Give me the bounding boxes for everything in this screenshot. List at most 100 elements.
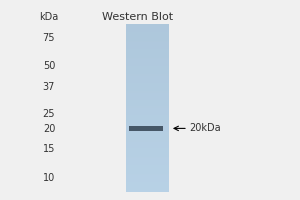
Bar: [125, 120, 169, 121]
Bar: [125, 56, 169, 58]
Bar: [125, 74, 169, 76]
Bar: [125, 108, 169, 110]
Bar: [125, 126, 169, 128]
Bar: [125, 118, 169, 120]
Bar: [125, 121, 169, 123]
Bar: [125, 27, 169, 29]
Bar: [125, 185, 169, 187]
Bar: [125, 101, 169, 103]
Bar: [125, 179, 169, 180]
Bar: [125, 145, 169, 147]
Bar: [125, 96, 169, 98]
Bar: [125, 66, 169, 68]
Bar: [125, 106, 169, 108]
Bar: [125, 48, 169, 49]
Bar: [125, 91, 169, 93]
Bar: [125, 167, 169, 168]
Bar: [125, 162, 169, 163]
Bar: [125, 78, 169, 79]
Bar: [125, 160, 169, 162]
Bar: [125, 189, 169, 190]
Bar: [125, 172, 169, 174]
Bar: [125, 158, 169, 160]
Bar: [125, 100, 169, 101]
Bar: [125, 69, 169, 71]
Bar: [125, 86, 169, 88]
Bar: [129, 126, 163, 131]
Bar: [125, 61, 169, 63]
Bar: [125, 190, 169, 192]
Title: Western Blot: Western Blot: [102, 12, 174, 22]
Bar: [125, 34, 169, 36]
Bar: [125, 105, 169, 106]
Bar: [125, 63, 169, 64]
Bar: [125, 24, 169, 26]
Bar: [125, 150, 169, 152]
Bar: [125, 64, 169, 66]
Bar: [125, 152, 169, 153]
Bar: [125, 135, 169, 137]
Bar: [125, 116, 169, 118]
Bar: [125, 163, 169, 165]
Bar: [125, 29, 169, 31]
Bar: [125, 133, 169, 135]
Bar: [125, 41, 169, 42]
Bar: [125, 175, 169, 177]
Bar: [125, 71, 169, 73]
Bar: [125, 31, 169, 32]
Bar: [125, 81, 169, 83]
Bar: [125, 165, 169, 167]
Bar: [125, 138, 169, 140]
Bar: [125, 54, 169, 56]
Bar: [125, 42, 169, 44]
Bar: [125, 32, 169, 34]
Bar: [125, 68, 169, 69]
Bar: [125, 53, 169, 54]
Bar: [125, 182, 169, 184]
Bar: [125, 157, 169, 158]
Bar: [125, 110, 169, 111]
Bar: [125, 177, 169, 179]
Bar: [125, 51, 169, 53]
Bar: [125, 95, 169, 96]
Bar: [125, 142, 169, 143]
Bar: [125, 170, 169, 172]
Bar: [125, 103, 169, 105]
Bar: [125, 153, 169, 155]
Bar: [125, 140, 169, 142]
Bar: [125, 168, 169, 170]
Bar: [125, 36, 169, 37]
Bar: [125, 46, 169, 48]
Bar: [125, 180, 169, 182]
Bar: [125, 39, 169, 41]
Bar: [125, 143, 169, 145]
Bar: [125, 59, 169, 61]
Bar: [125, 26, 169, 27]
Bar: [125, 84, 169, 86]
Bar: [125, 73, 169, 74]
Bar: [125, 37, 169, 39]
Bar: [125, 111, 169, 113]
Bar: [125, 123, 169, 125]
Bar: [125, 113, 169, 115]
Bar: [125, 147, 169, 148]
Bar: [125, 128, 169, 130]
Bar: [125, 79, 169, 81]
Bar: [125, 93, 169, 95]
Bar: [125, 88, 169, 90]
Text: 20kDa: 20kDa: [190, 123, 221, 133]
Bar: [125, 58, 169, 59]
Bar: [125, 90, 169, 91]
Bar: [125, 115, 169, 116]
Bar: [125, 49, 169, 51]
Bar: [125, 98, 169, 100]
Bar: [125, 148, 169, 150]
Bar: [125, 132, 169, 133]
Bar: [125, 76, 169, 78]
Bar: [125, 83, 169, 84]
Bar: [125, 187, 169, 189]
Bar: [125, 155, 169, 157]
Bar: [125, 174, 169, 175]
Bar: [125, 44, 169, 46]
Bar: [125, 125, 169, 126]
